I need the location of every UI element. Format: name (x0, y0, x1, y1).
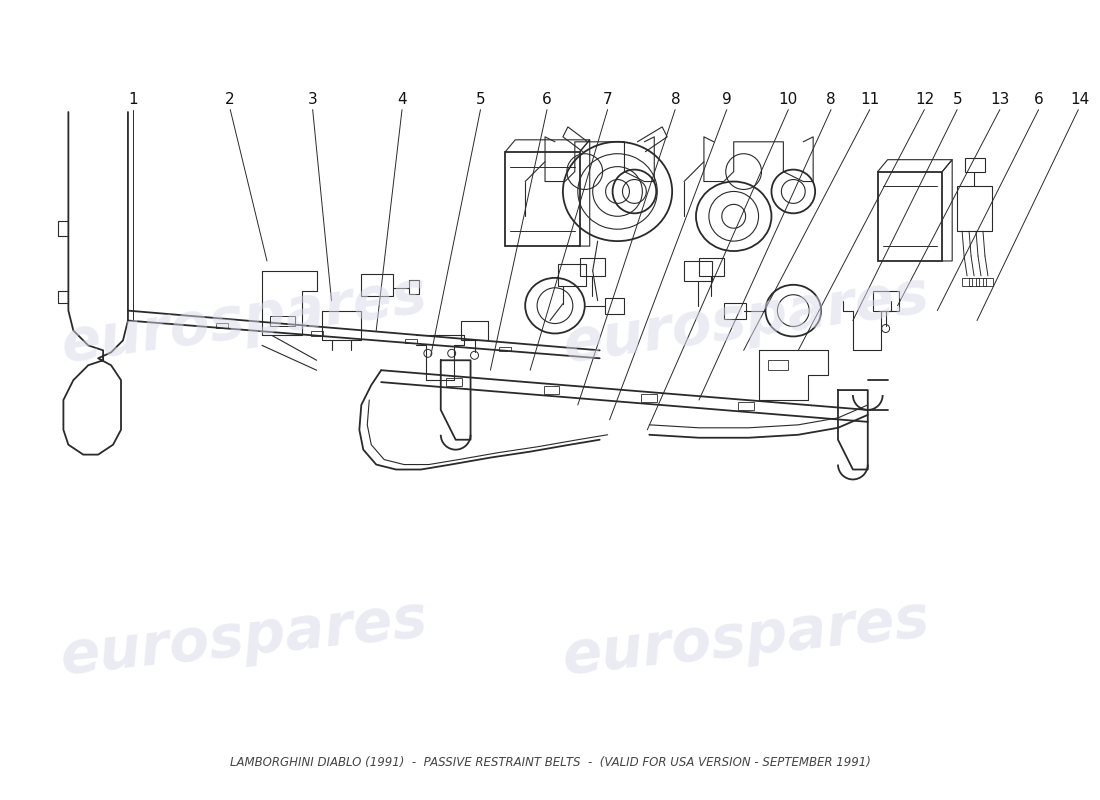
Bar (499, 346, 512, 350)
Text: 1: 1 (128, 92, 138, 107)
Bar (872, 290, 899, 310)
Bar (310, 331, 322, 336)
Text: 10: 10 (779, 92, 798, 107)
Bar (217, 323, 229, 328)
Bar (769, 360, 789, 370)
Text: 2: 2 (226, 92, 234, 107)
Text: eurospares: eurospares (560, 266, 933, 374)
Bar (957, 186, 992, 231)
Bar (969, 278, 979, 286)
Text: eurospares: eurospares (560, 590, 933, 686)
Text: LAMBORGHINI DIABLO (1991)  -  PASSIVE RESTRAINT BELTS  -  (VALID FOR USA VERSION: LAMBORGHINI DIABLO (1991) - PASSIVE REST… (230, 756, 870, 769)
Text: 13: 13 (990, 92, 1010, 107)
Bar (447, 378, 462, 386)
Bar (724, 302, 746, 318)
Text: 7: 7 (603, 92, 613, 107)
Bar (684, 261, 712, 281)
Text: eurospares: eurospares (57, 590, 430, 686)
Bar (270, 315, 295, 326)
Text: 3: 3 (308, 92, 318, 107)
Bar (641, 394, 657, 402)
Bar (605, 298, 625, 314)
Bar (738, 402, 755, 410)
Text: 6: 6 (1033, 92, 1043, 107)
Bar (558, 264, 585, 286)
Text: 14: 14 (1070, 92, 1089, 107)
Bar (965, 158, 985, 171)
Text: 5: 5 (953, 92, 962, 107)
Bar (461, 321, 488, 341)
Bar (580, 258, 605, 276)
Text: 9: 9 (722, 92, 732, 107)
Bar (983, 278, 993, 286)
Text: eurospares: eurospares (57, 266, 431, 374)
Bar (878, 171, 943, 261)
Text: 4: 4 (398, 92, 407, 107)
Text: 6: 6 (542, 92, 551, 107)
Bar (409, 280, 419, 294)
Bar (543, 386, 560, 394)
Bar (976, 278, 986, 286)
Bar (405, 339, 417, 343)
Text: 8: 8 (826, 92, 836, 107)
Bar (361, 274, 393, 296)
Bar (698, 258, 724, 276)
Bar (962, 278, 972, 286)
Text: 8: 8 (671, 92, 681, 107)
Text: 11: 11 (860, 92, 880, 107)
Text: 5: 5 (476, 92, 486, 107)
Text: 12: 12 (915, 92, 934, 107)
Bar (505, 152, 580, 246)
